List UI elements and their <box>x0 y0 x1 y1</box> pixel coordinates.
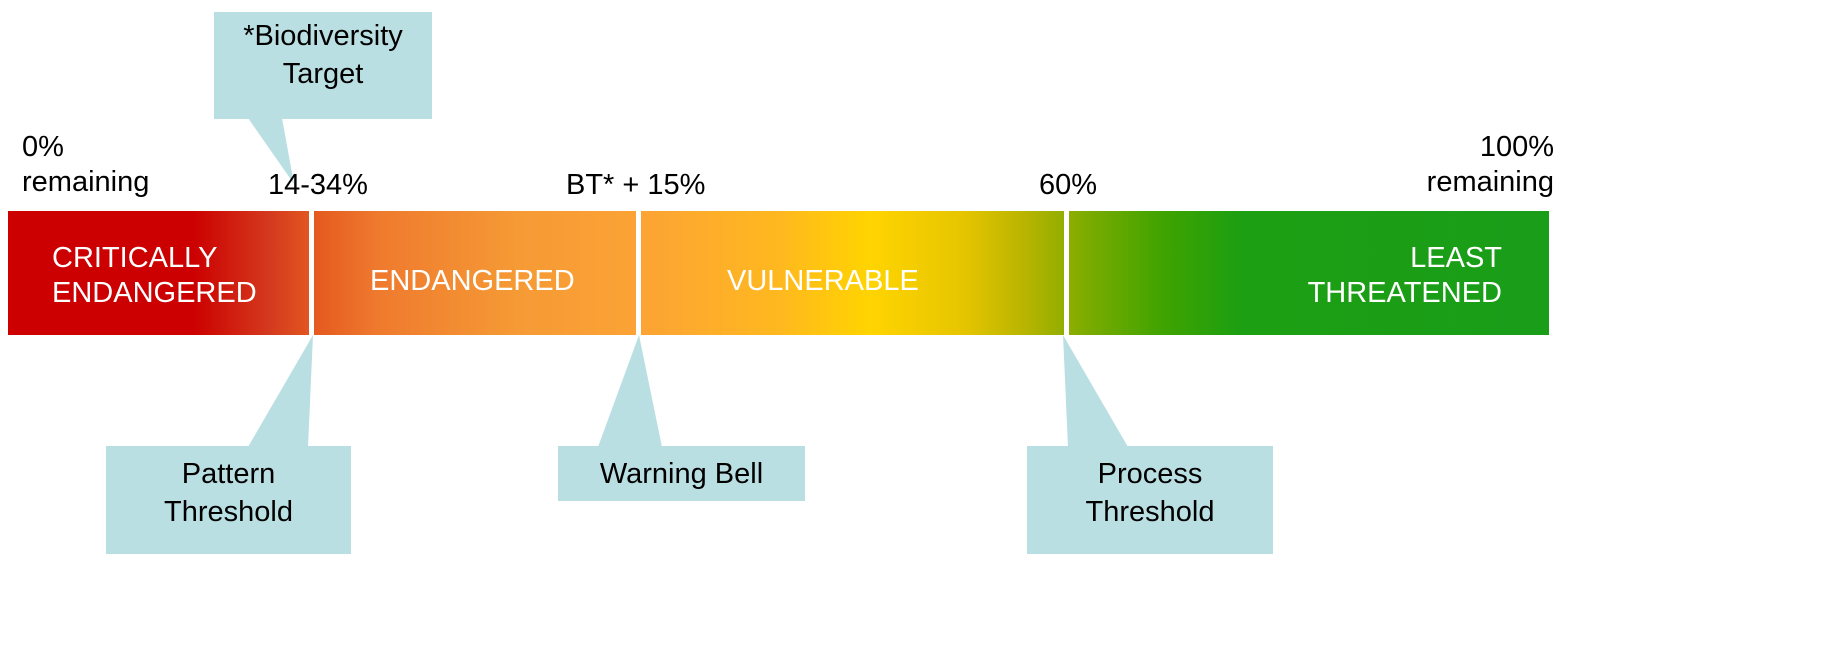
least-threatened-line1: LEAST <box>1410 242 1502 274</box>
process-threshold-percent: 60% <box>1039 169 1098 201</box>
biodiversity-target-pointer <box>248 118 294 184</box>
biodiversity-target-line1: *Biodiversity <box>243 20 403 52</box>
right-end-word: remaining <box>1426 166 1554 198</box>
warning-bell-percent: BT* + 15% <box>566 169 706 201</box>
pattern-threshold-percent: 14-34% <box>268 169 368 201</box>
left-end-label: 0% remaining <box>22 130 149 200</box>
pattern-threshold-line1: Pattern <box>181 458 276 490</box>
pattern-threshold-callout <box>106 446 351 554</box>
process-threshold-divider <box>1064 211 1069 335</box>
biodiversity-target-callout <box>214 12 432 119</box>
pattern-threshold-line2: Threshold <box>164 496 293 528</box>
critically-endangered-label: CRITICALLY ENDANGERED <box>52 241 257 311</box>
least-threatened-label: LEAST THREATENED <box>1308 241 1502 311</box>
pattern-threshold-divider <box>309 211 314 335</box>
process-threshold-line2: Threshold <box>1085 496 1215 528</box>
threat-status-bar <box>8 211 1549 335</box>
right-end-percent: 100% <box>1479 131 1554 163</box>
left-end-word: remaining <box>22 166 150 198</box>
process-threshold-label: Process Threshold <box>1027 455 1273 531</box>
warning-bell-callout <box>558 446 805 501</box>
least-threatened-line2: THREATENED <box>1307 277 1502 309</box>
critically-endangered-line2: ENDANGERED <box>52 277 257 309</box>
process-threshold-callout <box>1027 446 1273 554</box>
endangered-label: ENDANGERED <box>370 265 575 297</box>
warning-bell-divider <box>636 211 641 335</box>
vulnerable-label: VULNERABLE <box>727 265 919 297</box>
process-threshold-pointer <box>1063 335 1128 447</box>
warning-bell-label: Warning Bell <box>599 458 764 490</box>
right-end-label: 100% remaining <box>1427 130 1554 200</box>
biodiversity-target-line2: Target <box>282 58 364 90</box>
pattern-threshold-pointer <box>248 335 313 447</box>
left-end-percent: 0% <box>22 131 64 163</box>
critically-endangered-line1: CRITICALLY <box>52 242 218 274</box>
warning-bell-pointer <box>598 335 662 447</box>
pattern-threshold-label: Pattern Threshold <box>106 455 351 531</box>
biodiversity-target-label: *Biodiversity Target <box>214 17 432 93</box>
process-threshold-line1: Process <box>1097 458 1203 490</box>
